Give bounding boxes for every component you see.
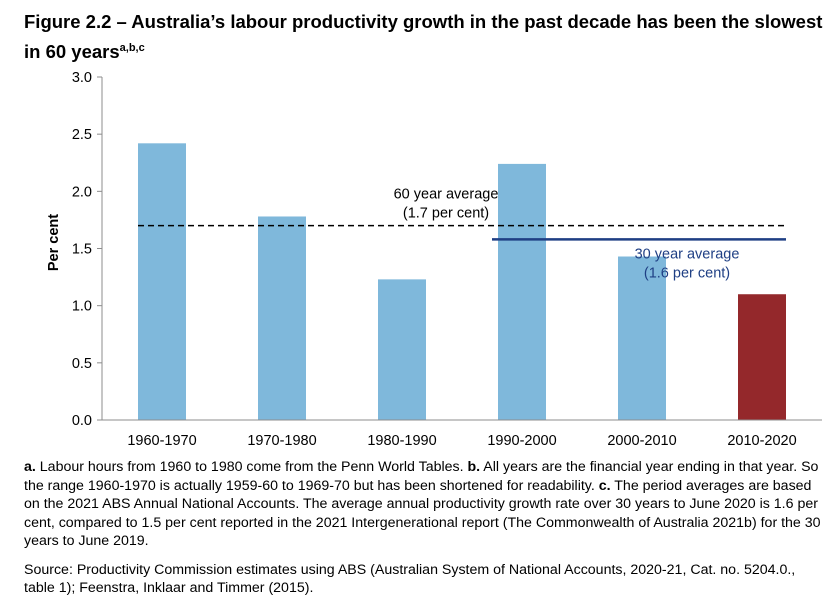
bar-1980-1990: [378, 279, 426, 420]
x-tick-label: 1970-1980: [247, 433, 316, 449]
y-axis: 0.0 0.5 1.0 1.5 2.0 2.5 3.0 Per cent: [46, 70, 103, 429]
figure-title-text: Figure 2.2 – Australia’s labour producti…: [24, 11, 823, 62]
bar-2000-2010: [618, 256, 666, 420]
sixty-year-average-label-line1: 60 year average: [394, 187, 499, 203]
y-tick-label: 3.0: [72, 70, 92, 86]
sixty-year-average-label-line2: (1.7 per cent): [403, 206, 489, 222]
x-axis: 1960-1970 1970-1980 1980-1990 1990-2000 2000…: [102, 419, 822, 449]
y-tick-label: 1.0: [72, 299, 92, 315]
bars-group: [138, 143, 786, 421]
y-tick-label: 0.5: [72, 356, 92, 372]
note-c-text: The period averages are based on the 202…: [24, 477, 821, 550]
note-b-letter: b.: [467, 459, 481, 475]
figure-notes: a. Labour hours from 1960 to 1980 come f…: [24, 458, 824, 598]
note-a-text: Labour hours from 1960 to 1980 come from…: [35, 459, 468, 475]
thirty-year-average-label-line1: 30 year average: [635, 246, 740, 262]
source-note: Source: Productivity Commission estimate…: [24, 561, 796, 597]
x-tick-label: 1990-2000: [487, 433, 556, 449]
note-a-letter: a.: [24, 459, 36, 475]
bar-1990-2000: [498, 163, 546, 421]
note-c-letter: c.: [598, 477, 611, 494]
x-tick-label: 1960-1970: [127, 433, 196, 449]
bar-2010-2020: [738, 294, 786, 420]
x-tick-label: 2010-2020: [727, 433, 796, 449]
y-tick-label: 0.0: [72, 413, 92, 429]
figure-title: Figure 2.2 – Australia’s labour producti…: [24, 8, 824, 65]
y-axis-title: Per cent: [46, 214, 62, 271]
bar-1960-1970: [138, 143, 186, 420]
notes-paragraph: a. Labour hours from 1960 to 1980 come f…: [24, 458, 824, 551]
note-b-text: All years are the financial year ending …: [24, 459, 819, 494]
bar-1970-1980: [258, 216, 306, 420]
y-tick-label: 1.5: [72, 242, 92, 258]
x-tick-label: 1980-1990: [367, 433, 436, 449]
x-tick-label: 2000-2010: [607, 433, 676, 449]
reference-lines-group: 60 year average (1.7 per cent) 30 year ave…: [138, 187, 786, 281]
thirty-year-average-label-line2: (1.6 per cent): [644, 265, 730, 281]
figure-title-superscript: a,b,c: [119, 42, 145, 54]
y-tick-label: 2.5: [72, 127, 92, 143]
y-tick-label: 2.0: [72, 184, 92, 200]
